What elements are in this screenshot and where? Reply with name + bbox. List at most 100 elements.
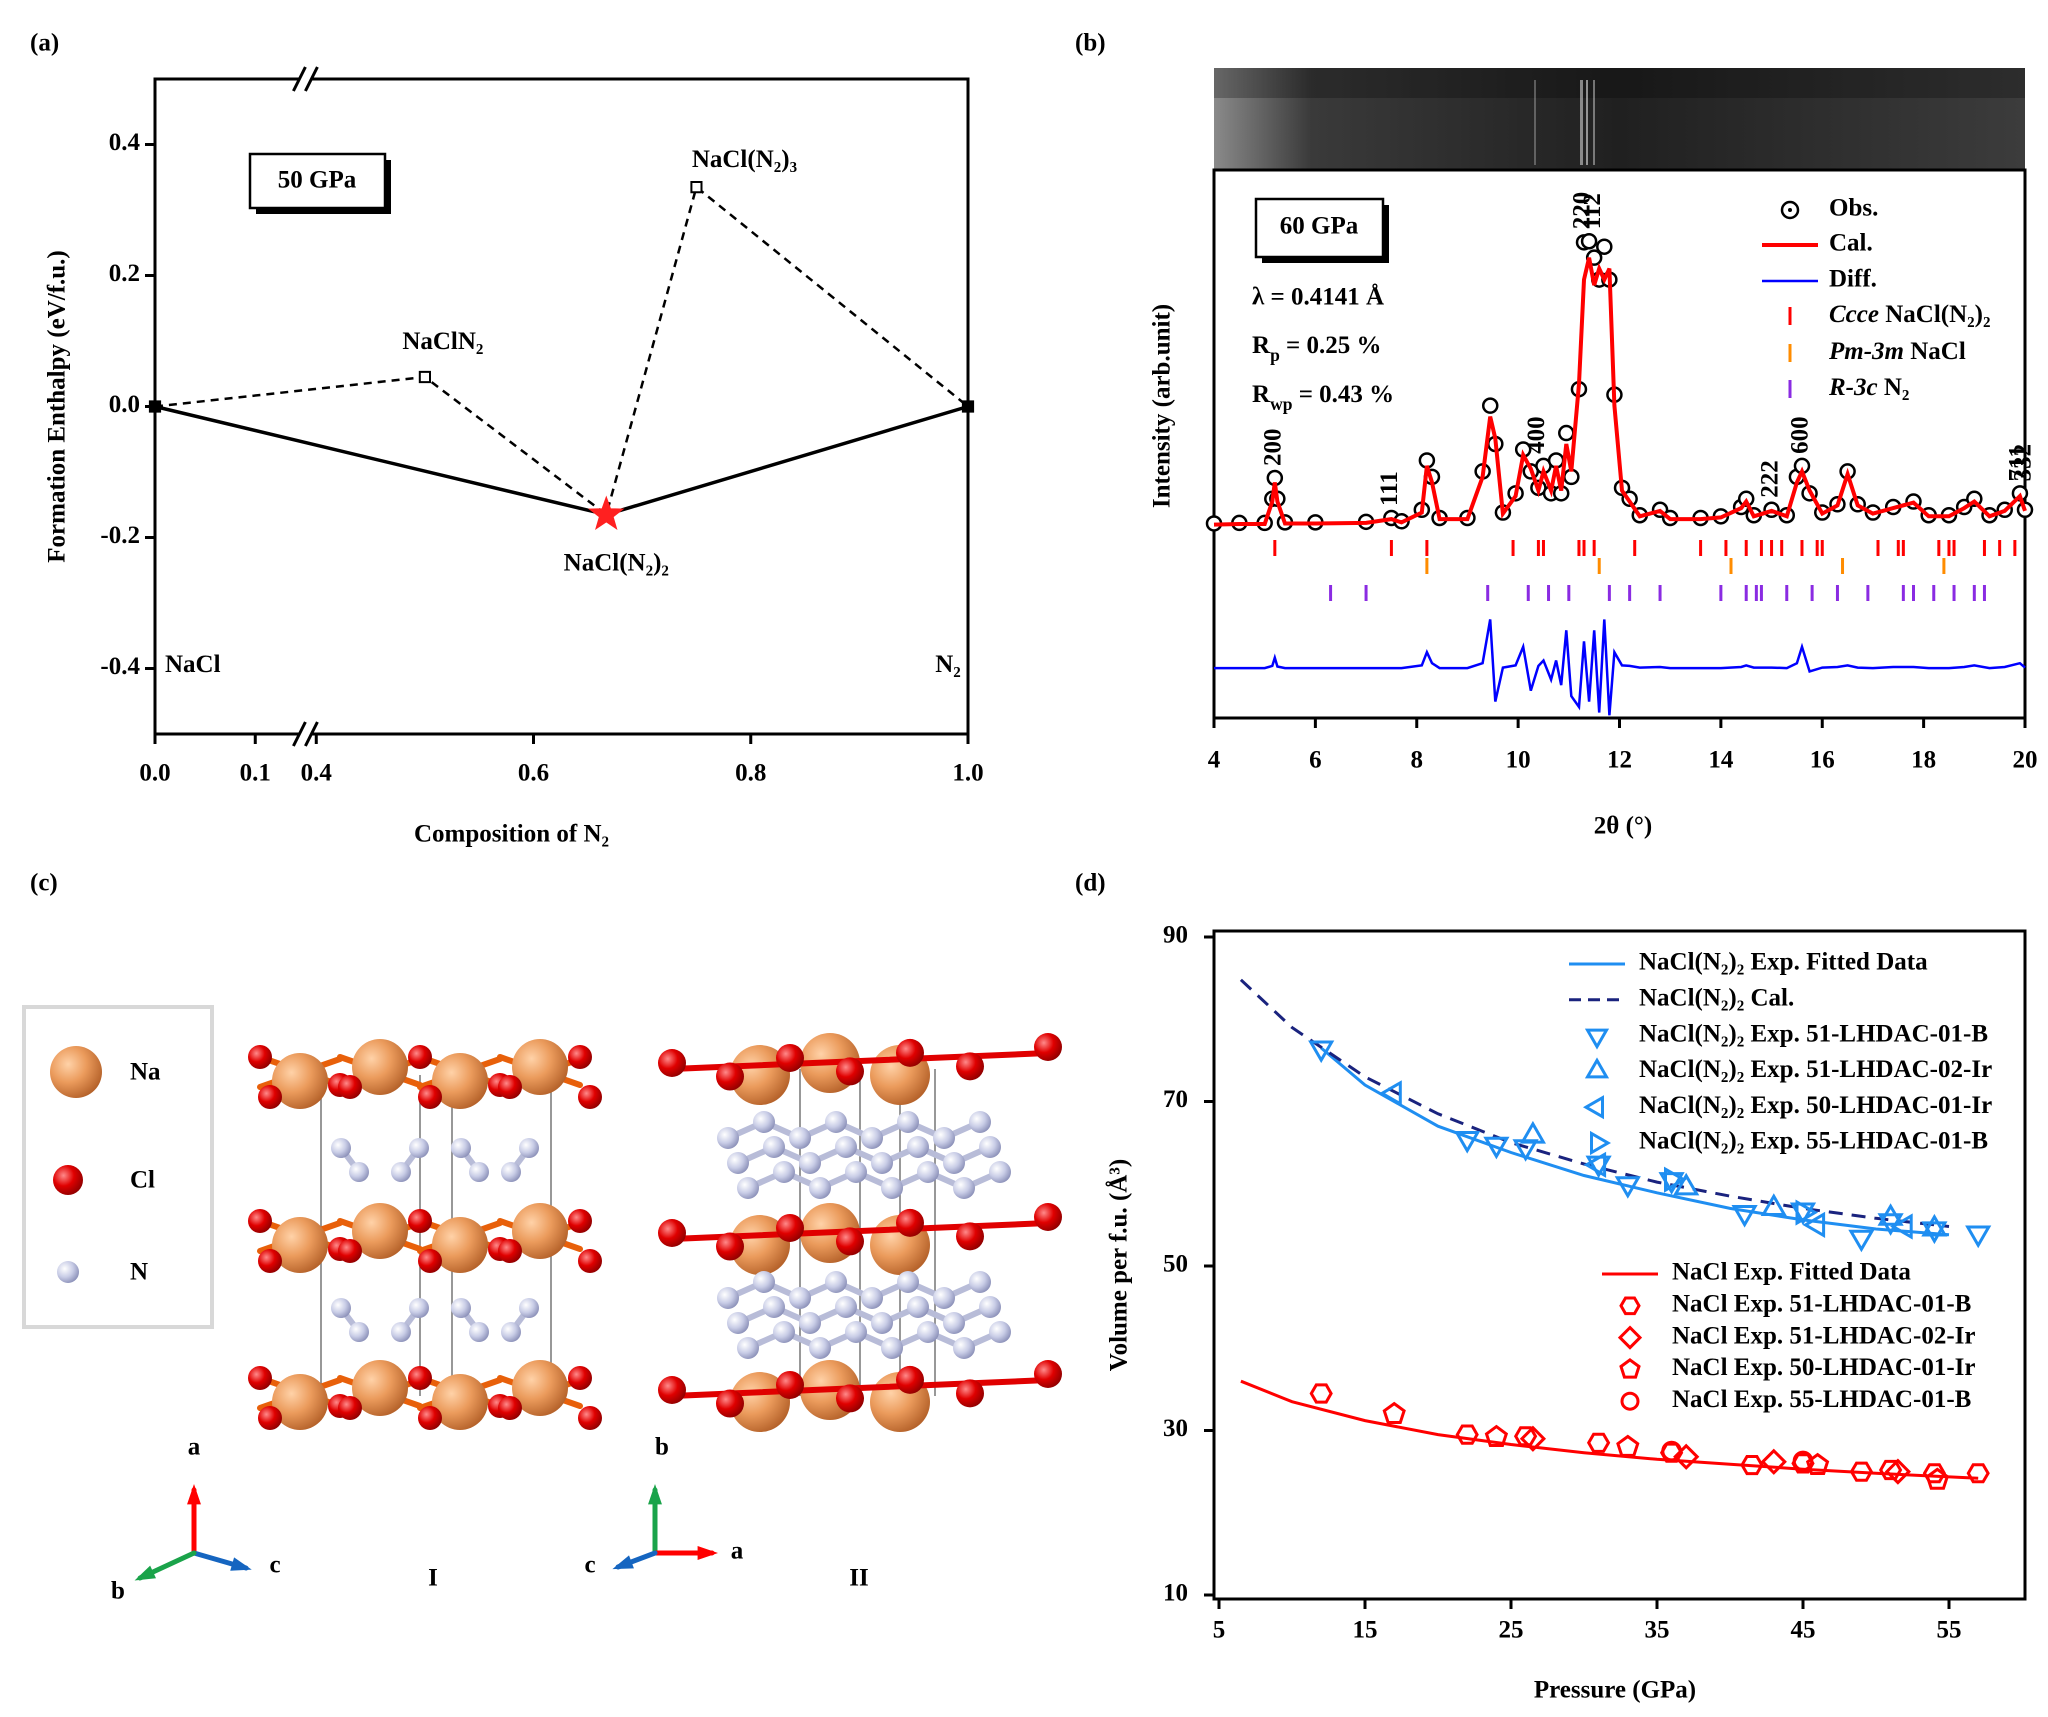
atom: [763, 1136, 785, 1158]
atom: [737, 1177, 759, 1199]
data-point: [1664, 1166, 1687, 1193]
text-part: NaCl(N₂)₂: [1879, 301, 1991, 328]
point-label: NaCl: [165, 651, 221, 678]
legend-marker: [1582, 1095, 1604, 1120]
legend-label: Ccce NaCl(N₂)₂: [1829, 301, 1990, 328]
legend-atom: [57, 1261, 79, 1283]
atom: [836, 1227, 864, 1256]
x-tick-label: 20: [2013, 747, 2038, 774]
data-point: [1802, 1211, 1826, 1239]
atom: [352, 1203, 408, 1259]
data-point: [1890, 1213, 1913, 1240]
text-part: N₂: [1878, 374, 1910, 401]
diffraction-ring: [1580, 80, 1583, 165]
atom: [498, 1075, 522, 1099]
data-point: [1792, 1450, 1814, 1472]
text-part: = 0.25 %: [1280, 332, 1382, 359]
observed-point: [1547, 452, 1565, 469]
text-part: R-3c: [1828, 374, 1878, 401]
data-point: [1966, 1463, 1990, 1484]
x-tick-label: 0.1: [240, 760, 271, 787]
x-tick-label: 12: [1607, 747, 1632, 774]
panel-label: (a): [30, 30, 59, 57]
atom: [1034, 1203, 1062, 1231]
x-tick-label: 5: [1213, 1617, 1226, 1644]
legend-marker: [1584, 1057, 1610, 1079]
atom: [956, 1379, 984, 1408]
atom: [568, 1209, 592, 1233]
atom: [498, 1396, 522, 1420]
peak-label: 400: [1523, 416, 1550, 454]
legend-label: NaCl Exp. 50-LHDAC-01-Ir: [1672, 1354, 1975, 1381]
atom: [258, 1085, 282, 1109]
atom: [836, 1057, 864, 1086]
diffraction-ring: [1593, 80, 1595, 165]
legend-marker: [1619, 1358, 1641, 1379]
atom: [338, 1396, 362, 1420]
atom: [773, 1161, 795, 1183]
observed-point: [1481, 397, 1499, 414]
atom: [896, 1208, 924, 1237]
axis-break-mark: [292, 66, 307, 92]
axis-break-mark: [304, 66, 319, 92]
atom: [418, 1085, 442, 1109]
atom: [338, 1239, 362, 1263]
hull-line: [154, 404, 969, 517]
data-point: [1673, 1172, 1700, 1196]
legend-label: Diff.: [1829, 266, 1877, 293]
axis-arrowhead: [187, 1484, 201, 1505]
atom: [258, 1406, 282, 1430]
phase-label: I: [428, 1565, 438, 1592]
data-point: [1382, 1401, 1406, 1424]
atom: [391, 1162, 411, 1182]
x-tick-label: 45: [1791, 1617, 1816, 1644]
observed-point: [1580, 232, 1598, 250]
text-part: = 0.43 %: [1292, 381, 1394, 408]
text-part: Pm-3m: [1828, 338, 1904, 365]
atom: [338, 1075, 362, 1099]
atom: [953, 1177, 975, 1199]
y-tick-label: 0.0: [109, 391, 140, 418]
legend-marker: [1620, 1391, 1640, 1411]
legend-marker: [1619, 1296, 1641, 1316]
x-axis-label: Pressure (GPa): [1534, 1677, 1696, 1704]
atom: [519, 1138, 539, 1158]
difference-line: [1214, 619, 2026, 716]
atom: [896, 1365, 924, 1394]
atom: [825, 1111, 847, 1133]
legend-label: NaCl Exp. 55-LHDAC-01-B: [1672, 1386, 1971, 1413]
y-tick-label: 70: [1163, 1086, 1188, 1113]
annotation: 60 GPa: [1280, 213, 1359, 240]
axis-label: b: [655, 1434, 669, 1461]
point-label: NaCl(N₂)₃: [692, 146, 797, 173]
atom: [871, 1152, 893, 1174]
point-label: NaClN₂: [402, 328, 483, 355]
axis-arrowhead: [648, 1484, 662, 1505]
atom: [776, 1370, 804, 1399]
atom: [658, 1376, 686, 1404]
atom: [658, 1049, 686, 1077]
data-point: [1965, 1225, 1992, 1249]
data-point: [1740, 1455, 1764, 1476]
x-tick-label: 4: [1208, 747, 1221, 774]
atom: [897, 1111, 919, 1133]
atom: [331, 1298, 351, 1318]
phase-label: II: [849, 1565, 868, 1592]
data-point: [1921, 1221, 1948, 1245]
y-tick-label: -0.2: [100, 522, 140, 549]
y-axis-label: Formation Enthalpy (eV/f.u.): [44, 250, 71, 563]
y-tick-label: 0.2: [109, 260, 140, 287]
atom: [809, 1337, 831, 1359]
data-point: [1925, 1467, 1950, 1490]
x-tick-label: 25: [1499, 1617, 1524, 1644]
legend-label: Na: [130, 1059, 161, 1086]
atom: [716, 1062, 744, 1091]
atom: [272, 1374, 328, 1430]
data-point: [1379, 1080, 1402, 1107]
atom: [512, 1203, 568, 1259]
atom: [763, 1296, 785, 1318]
x-tick-label: 1.0: [952, 760, 983, 787]
fit-line: [1240, 1379, 1979, 1480]
atom: [730, 1372, 790, 1432]
atom: [861, 1127, 883, 1149]
